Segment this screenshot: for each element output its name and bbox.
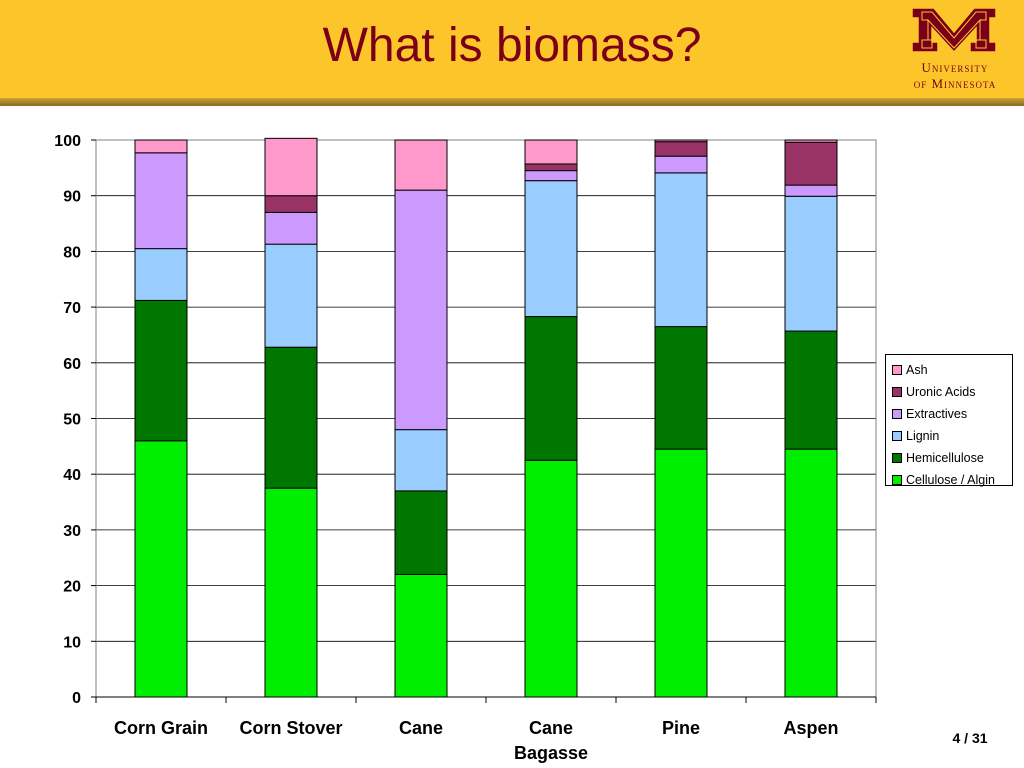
bar-segment (524, 139, 578, 165)
legend-label: Cellulose / Algin (906, 473, 995, 487)
legend-swatch (892, 387, 902, 397)
legend-item: Hemicellulose (886, 447, 1012, 469)
bar-segment (394, 189, 448, 431)
bar-segment (654, 448, 708, 698)
bar-segment (134, 139, 188, 154)
x-tick-label: Pine (662, 718, 700, 738)
legend-swatch (892, 409, 902, 419)
bar-segment (134, 152, 188, 250)
y-tick-label: 50 (63, 412, 81, 429)
bar-segment (264, 487, 318, 698)
bar-segment (264, 137, 318, 197)
bar-segment (524, 459, 578, 698)
y-tick-label: 10 (63, 634, 81, 651)
bar-segment (264, 243, 318, 348)
x-tick-label: Corn Stover (239, 718, 342, 738)
header-band (0, 0, 1024, 104)
x-tick-label: Aspen (783, 718, 838, 738)
legend-label: Lignin (906, 429, 940, 443)
bar-segment (394, 139, 448, 191)
bar-segment (784, 184, 838, 197)
bar-segment (654, 326, 708, 450)
y-tick-label: 100 (54, 133, 81, 150)
legend-item: Extractives (886, 403, 1012, 425)
bar-segment (784, 195, 838, 332)
legend-item: Ash (886, 359, 1012, 381)
y-tick-label: 60 (63, 356, 81, 373)
legend-label: Ash (906, 363, 928, 377)
x-tick-label: Corn Grain (114, 718, 208, 738)
legend-swatch (892, 431, 902, 441)
bar-segment (524, 180, 578, 318)
legend-item: Cellulose / Algin (886, 469, 1012, 491)
bar-segment (394, 573, 448, 698)
bar-segment (784, 139, 838, 143)
bar-segment (134, 440, 188, 698)
bar-segment (264, 346, 318, 489)
legend-label: Hemicellulose (906, 451, 984, 465)
y-tick-label: 70 (63, 300, 81, 317)
bar-segment (524, 163, 578, 172)
y-tick-label: 80 (63, 244, 81, 261)
bar-segment (394, 490, 448, 575)
slide-title: What is biomass? (322, 19, 702, 72)
logo-text-minnesota: of Minnesota (913, 76, 997, 91)
bar-segment (264, 211, 318, 245)
bar-segment (654, 141, 708, 157)
bar-segment (394, 429, 448, 492)
bar-segment (784, 448, 838, 698)
legend-label: Extractives (906, 407, 968, 421)
logo-text-university: University (921, 60, 989, 75)
university-logo-icon (911, 7, 997, 54)
bar-segment (784, 141, 838, 186)
bar-segment (264, 195, 318, 213)
legend-swatch (892, 365, 902, 375)
chart-legend: Ash Uronic Acids Extractives Lignin Hemicell… (885, 354, 1013, 487)
x-tick-label: Bagasse (514, 743, 588, 763)
legend-item: Lignin (886, 425, 1012, 447)
legend-swatch (892, 475, 902, 485)
bar-segment (654, 172, 708, 328)
bar-segment (134, 299, 188, 442)
bar-segment (654, 155, 708, 174)
y-tick-label: 90 (63, 189, 81, 206)
bar-segment (524, 170, 578, 182)
y-tick-label: 0 (72, 690, 81, 707)
legend-swatch (892, 453, 902, 463)
x-tick-label: Cane (529, 718, 573, 738)
y-tick-label: 30 (63, 523, 81, 540)
bar-segment (524, 316, 578, 461)
bar-segment (654, 139, 708, 143)
legend-item: Uronic Acids (886, 381, 1012, 403)
bar-segment (784, 330, 838, 450)
bar-segment (134, 248, 188, 301)
y-tick-label: 20 (63, 579, 81, 596)
page-number: 4 / 31 (952, 730, 988, 746)
legend-label: Uronic Acids (906, 385, 976, 399)
y-tick-label: 40 (63, 467, 81, 484)
header-divider (0, 98, 1024, 106)
x-tick-label: Cane (399, 718, 443, 738)
